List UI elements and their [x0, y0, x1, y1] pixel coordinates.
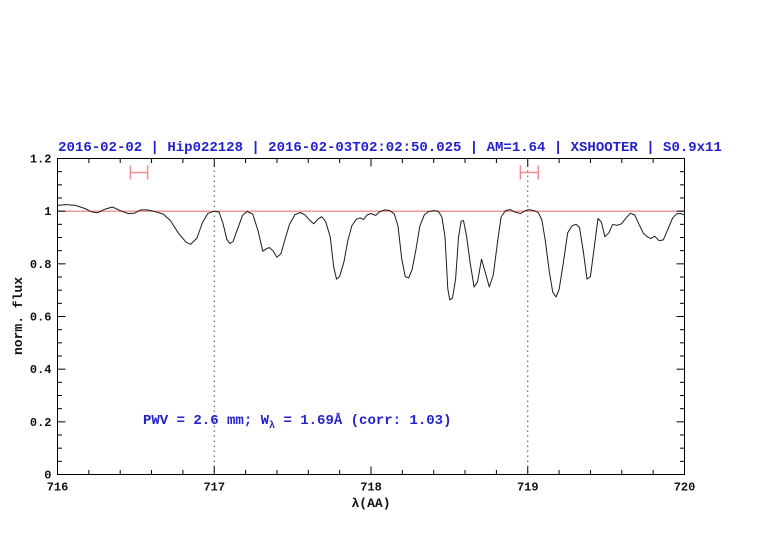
- x-tick-label: 718: [360, 481, 382, 495]
- x-tick-labels: 716 717 718 719 720: [47, 481, 696, 495]
- range-markers: [129, 165, 540, 180]
- x-axis-label: λ(AA): [351, 496, 390, 511]
- pwv-annotation: PWV = 2.6 mm; Wλ = 1.69Å (corr: 1.03): [143, 412, 451, 432]
- pwv-annotation-subscript: λ: [269, 420, 275, 432]
- y-tick-label: 0: [44, 469, 51, 483]
- y-tick-labels: 0 0.2 0.4 0.6 0.8 1 1.2: [30, 153, 52, 483]
- pwv-annotation-text: PWV = 2.6 mm; W: [143, 413, 270, 429]
- y-tick-label: 1: [44, 205, 51, 219]
- x-tick-label: 720: [674, 481, 696, 495]
- spectrum-polyline: [57, 204, 685, 301]
- dotted-guide-lines: [213, 165, 529, 474]
- plot-title: 2016-02-02 | Hip022128 | 2016-02-03T02:0…: [58, 140, 722, 156]
- y-axis-label: norm. flux: [11, 277, 26, 355]
- pwv-annotation-text2: = 1.69Å (corr: 1.03): [275, 412, 451, 429]
- x-tick-label: 719: [517, 481, 539, 495]
- x-tick-label: 717: [203, 481, 225, 495]
- y-tick-label: 1.2: [30, 153, 52, 167]
- x-tick-label: 716: [47, 481, 69, 495]
- y-tick-label: 0.6: [30, 311, 52, 325]
- y-tick-label: 0.4: [30, 363, 52, 377]
- y-tick-label: 0.8: [30, 258, 52, 272]
- axis-ticks: [57, 158, 685, 475]
- spectrum-curve: [57, 204, 685, 301]
- y-tick-label: 0.2: [30, 416, 52, 430]
